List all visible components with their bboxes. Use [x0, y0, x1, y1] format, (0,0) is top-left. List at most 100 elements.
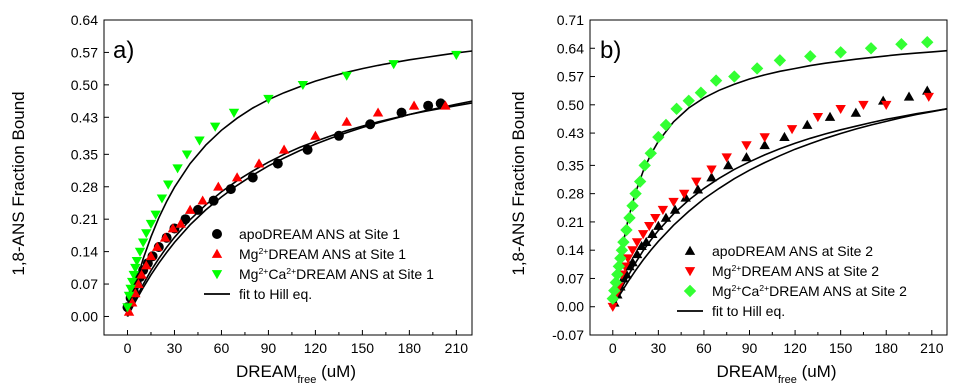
- data-point: [691, 177, 702, 187]
- data-point: [156, 194, 168, 204]
- data-point: [641, 236, 652, 247]
- data-point: [723, 160, 734, 170]
- x-tick-label: 60: [696, 340, 712, 356]
- data-point: [812, 113, 824, 123]
- data-point: [175, 218, 186, 228]
- y-tick-label: 0.07: [71, 276, 98, 292]
- data-point: [423, 100, 434, 111]
- legend-label: Mg2+DREAM ANS at Site 2: [712, 263, 879, 279]
- data-point: [194, 136, 205, 146]
- data-point: [615, 243, 629, 257]
- y-tick-label: 0.14: [557, 242, 584, 258]
- data-point: [728, 70, 741, 83]
- legend-marker: [683, 284, 697, 298]
- data-point: [310, 130, 321, 140]
- data-point: [670, 102, 683, 116]
- y-tick-label: -0.07: [552, 327, 584, 343]
- data-point: [804, 50, 817, 63]
- x-tick-label: 0: [124, 340, 132, 356]
- x-tick-label: 150: [351, 340, 375, 356]
- data-point: [622, 254, 634, 264]
- data-point: [612, 260, 626, 273]
- y-tick-label: 0.21: [557, 214, 584, 230]
- legend-label: fit to Hill eq.: [239, 286, 312, 302]
- y-tick-label: 0.64: [557, 40, 584, 56]
- data-point: [396, 107, 407, 118]
- data-point: [606, 292, 619, 305]
- data-point: [608, 284, 621, 297]
- data-point: [278, 144, 290, 154]
- data-point: [341, 116, 352, 126]
- data-point: [706, 165, 717, 175]
- data-point: [231, 172, 243, 182]
- data-point: [652, 130, 665, 144]
- data-point: [660, 212, 672, 222]
- x-tick-label: 120: [783, 340, 807, 356]
- panel-label: a): [113, 37, 134, 64]
- data-point: [128, 270, 139, 280]
- data-point: [247, 172, 258, 183]
- x-axis-label: DREAMfree (uM): [236, 362, 356, 385]
- data-point: [631, 238, 643, 248]
- data-point: [834, 46, 847, 59]
- data-point: [657, 205, 669, 216]
- data-point: [302, 144, 313, 155]
- data-point: [922, 85, 933, 95]
- data-point: [388, 60, 399, 70]
- y-tick-label: 0.14: [71, 244, 98, 260]
- x-tick-label: 210: [445, 340, 469, 356]
- x-tick-label: 210: [920, 340, 944, 356]
- legend-label: Mg2+DREAM ANS at Site 1: [239, 246, 406, 262]
- plot-frame: [589, 19, 948, 336]
- data-point: [678, 189, 690, 199]
- panel-label: b): [600, 37, 621, 64]
- data-point: [451, 50, 462, 60]
- data-point: [123, 306, 135, 316]
- data-point: [653, 220, 664, 230]
- y-tick-label: 0.35: [71, 146, 98, 162]
- data-point: [623, 211, 636, 225]
- data-point: [208, 195, 219, 206]
- data-point: [694, 86, 708, 99]
- data-point: [835, 104, 846, 115]
- y-tick-label: 0.57: [71, 44, 98, 60]
- data-point: [134, 247, 146, 257]
- x-tick-label: 30: [167, 340, 183, 356]
- data-point: [172, 164, 183, 174]
- data-point: [130, 288, 141, 298]
- data-point: [333, 130, 344, 141]
- data-point: [133, 278, 144, 288]
- y-tick-label: 0.28: [557, 186, 584, 202]
- data-point: [773, 54, 787, 67]
- data-point: [272, 158, 283, 169]
- data-point: [184, 204, 196, 214]
- data-point: [297, 80, 309, 91]
- data-point: [923, 92, 934, 102]
- data-point: [637, 230, 649, 240]
- data-point: [750, 62, 764, 75]
- data-point: [122, 303, 133, 313]
- x-axis-label: DREAMfree (uM): [716, 362, 836, 385]
- fit-curve: [126, 50, 473, 317]
- y-axis-label: 1,8-ANS Fraction Bound: [509, 91, 528, 275]
- data-point: [680, 192, 691, 202]
- data-point: [209, 122, 221, 132]
- data-point: [617, 235, 630, 249]
- data-point: [341, 71, 352, 81]
- data-point: [881, 100, 892, 111]
- x-tick-label: 0: [609, 340, 617, 356]
- legend-marker: [211, 270, 223, 280]
- fit-curve: [126, 102, 473, 317]
- x-tick-label: 30: [651, 340, 667, 356]
- data-point: [365, 119, 376, 130]
- panel-b: 0 30 60 90 120 150 180 210 -0.07 0.00 0.07 0.14 0.21…: [509, 12, 948, 385]
- y-tick-label: 0.21: [71, 211, 98, 227]
- legend-marker: [212, 229, 222, 239]
- data-point: [611, 268, 624, 281]
- y-tick-label: 0.57: [557, 69, 584, 85]
- data-point: [659, 118, 673, 132]
- data-point: [167, 223, 179, 233]
- y-tick-label: 0.43: [71, 109, 98, 125]
- x-tick-label: 90: [742, 340, 758, 356]
